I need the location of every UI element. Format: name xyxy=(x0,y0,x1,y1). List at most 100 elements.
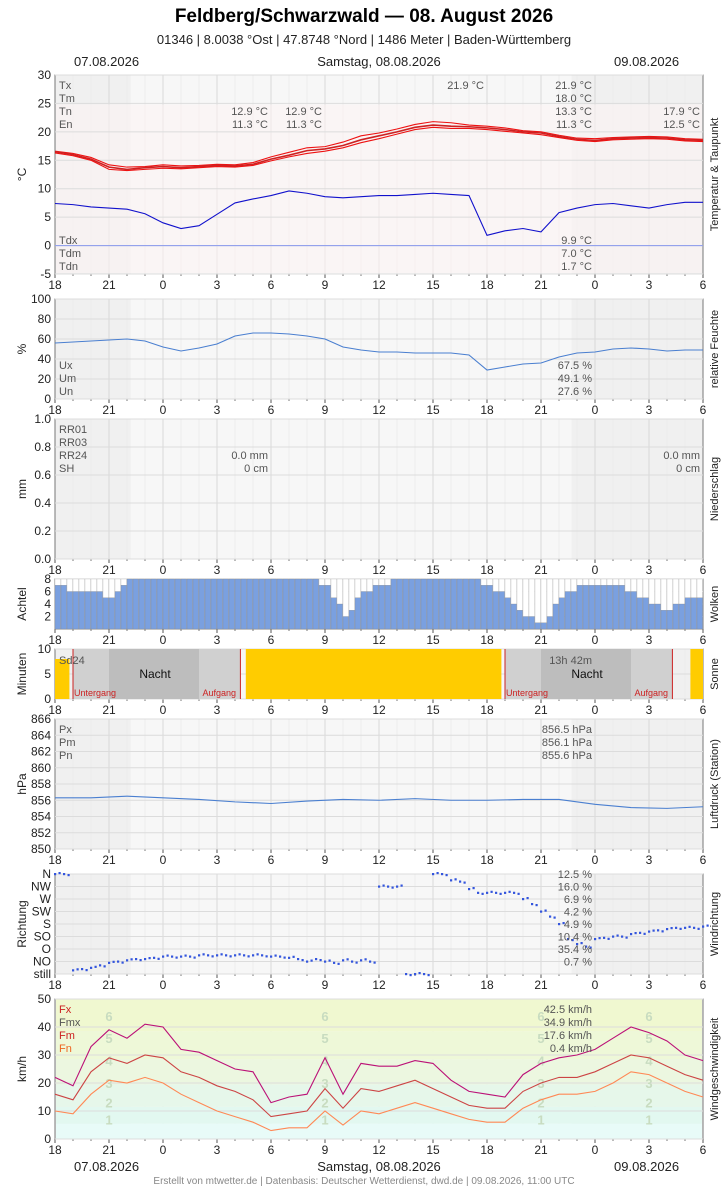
direction-point xyxy=(171,955,174,958)
legend-pm: Pm xyxy=(59,737,76,749)
clouds-side-label: Wolken xyxy=(709,586,721,622)
direction-point xyxy=(256,953,259,956)
cloud-bar xyxy=(396,578,403,630)
temperature-y-tick-label: -5 xyxy=(40,267,51,281)
temperature-y-tick-label: 25 xyxy=(38,96,52,110)
x-tick-label: 6 xyxy=(700,633,707,647)
series-td-line xyxy=(54,190,703,236)
x-tick-label: 18 xyxy=(480,1143,494,1157)
series-tx-line xyxy=(54,121,704,168)
direction-point xyxy=(549,915,552,918)
cloud-bar xyxy=(576,585,583,630)
cloud-bar xyxy=(72,591,79,630)
direction-tick-label: still xyxy=(34,967,51,981)
x-tick-label: 3 xyxy=(646,563,653,577)
x-tick-label: 3 xyxy=(646,1143,653,1157)
direction-point xyxy=(270,955,273,958)
direction-point xyxy=(396,885,399,888)
direction-point xyxy=(90,966,93,969)
x-tick-label: 21 xyxy=(102,853,116,867)
x-tick-label: 21 xyxy=(102,278,116,292)
x-tick-label: 3 xyxy=(214,978,221,992)
cloud-bar xyxy=(600,585,607,630)
direction-point xyxy=(121,961,124,964)
direction-share-value: 16.0 % xyxy=(558,882,592,894)
x-tick-label: 18 xyxy=(480,978,494,992)
wind_direction-ylabel: Richtung xyxy=(15,900,29,947)
cloud-bar xyxy=(66,591,73,630)
direction-point xyxy=(247,955,250,958)
x-tick-label: 15 xyxy=(426,563,440,577)
x-tick-label: 21 xyxy=(534,853,548,867)
x-tick-label: 6 xyxy=(268,563,275,577)
direction-point xyxy=(567,938,570,941)
x-tick-label: 21 xyxy=(534,1143,548,1157)
direction-point xyxy=(400,884,403,887)
x-tick-label: 6 xyxy=(268,1143,275,1157)
direction-point xyxy=(463,881,466,884)
x-tick-label: 12 xyxy=(372,853,386,867)
wind_direction-panel: 18 21 0 3 6 9 12 15 18 21 0 3 6WindrichtungRichtungN… xyxy=(15,867,721,992)
legend-en: En xyxy=(59,119,72,131)
x-tick-label: 18 xyxy=(480,853,494,867)
direction-point xyxy=(265,955,268,958)
cloud-bar xyxy=(222,578,229,630)
pressure-y-tick-label: 858 xyxy=(31,777,51,791)
legend-fmx-value: 34.9 km/h xyxy=(544,1017,592,1029)
precipitation-y-tick-label: 0.2 xyxy=(34,524,51,538)
legend-pm-value: 856.1 hPa xyxy=(542,737,593,749)
direction-point xyxy=(688,925,691,928)
direction-point xyxy=(139,959,142,962)
sun-bar xyxy=(245,649,502,699)
direction-point xyxy=(310,959,313,962)
direction-point xyxy=(387,885,390,888)
beaufort-label: 6 xyxy=(537,1009,544,1024)
cloud-empty-bar xyxy=(534,578,541,630)
x-tick-label: 3 xyxy=(214,1143,221,1157)
legend-un: Un xyxy=(59,386,73,398)
direction-point xyxy=(130,958,133,961)
direction-point xyxy=(702,925,705,928)
cloud-bar xyxy=(390,578,397,630)
x-tick-label: 21 xyxy=(534,278,548,292)
cloud-bar xyxy=(678,603,685,630)
cloud-bar xyxy=(84,591,91,630)
legend-fm-value: 17.6 km/h xyxy=(544,1030,592,1042)
temperature-panel: 18 21 0 3 6 9 12 15 18 21 0 3 6 Temperatur & Taupunkt… xyxy=(15,68,721,292)
x-tick-label: 9 xyxy=(322,978,329,992)
series-humidity-line xyxy=(54,332,703,371)
cloud-bar xyxy=(444,578,451,630)
wind_speed-side-label: Windgeschwindigkeit xyxy=(709,1018,721,1121)
x-tick-label: 18 xyxy=(480,278,494,292)
cloud-bar xyxy=(534,622,541,630)
tn-value-1: 12.9 °C xyxy=(231,106,268,118)
direction-point xyxy=(126,959,129,962)
direction-point xyxy=(706,924,709,927)
x-tick-label: 9 xyxy=(322,278,329,292)
direction-share-value: 35.4 % xyxy=(558,944,592,956)
sd24-value: 13h 42m xyxy=(549,655,592,667)
pressure-y-tick-label: 850 xyxy=(31,842,51,856)
en-value-2: 11.3 °C xyxy=(286,119,322,131)
date-right-top: 09.08.2026 xyxy=(614,54,680,69)
direction-share-value: 10.4 % xyxy=(558,932,592,944)
x-tick-label: 0 xyxy=(592,1143,599,1157)
date-left-bottom: 07.08.2026 xyxy=(74,1159,140,1174)
series-tn-line xyxy=(54,126,704,172)
cloud-bar xyxy=(408,578,415,630)
cloud-bar xyxy=(612,585,619,630)
direction-tick-label: N xyxy=(42,867,51,881)
cloud-bar xyxy=(462,578,469,630)
direction-point xyxy=(342,959,345,962)
x-tick-label: 0 xyxy=(592,403,599,417)
direction-point xyxy=(220,953,223,956)
night-label-2: Nacht xyxy=(571,667,603,681)
legend-tdx-value: 9.9 °C xyxy=(561,235,592,247)
precipitation-panel: 18 21 0 3 6 9 12 15 18 21 0 3 6 Niederschlag mm 1.0 0.8 0… xyxy=(15,412,721,577)
direction-point xyxy=(94,965,97,968)
direction-point xyxy=(522,898,525,901)
direction-point xyxy=(607,937,610,940)
direction-tick-label: NO xyxy=(33,955,51,969)
humidity-side-label: relative Feuchte xyxy=(709,310,721,388)
